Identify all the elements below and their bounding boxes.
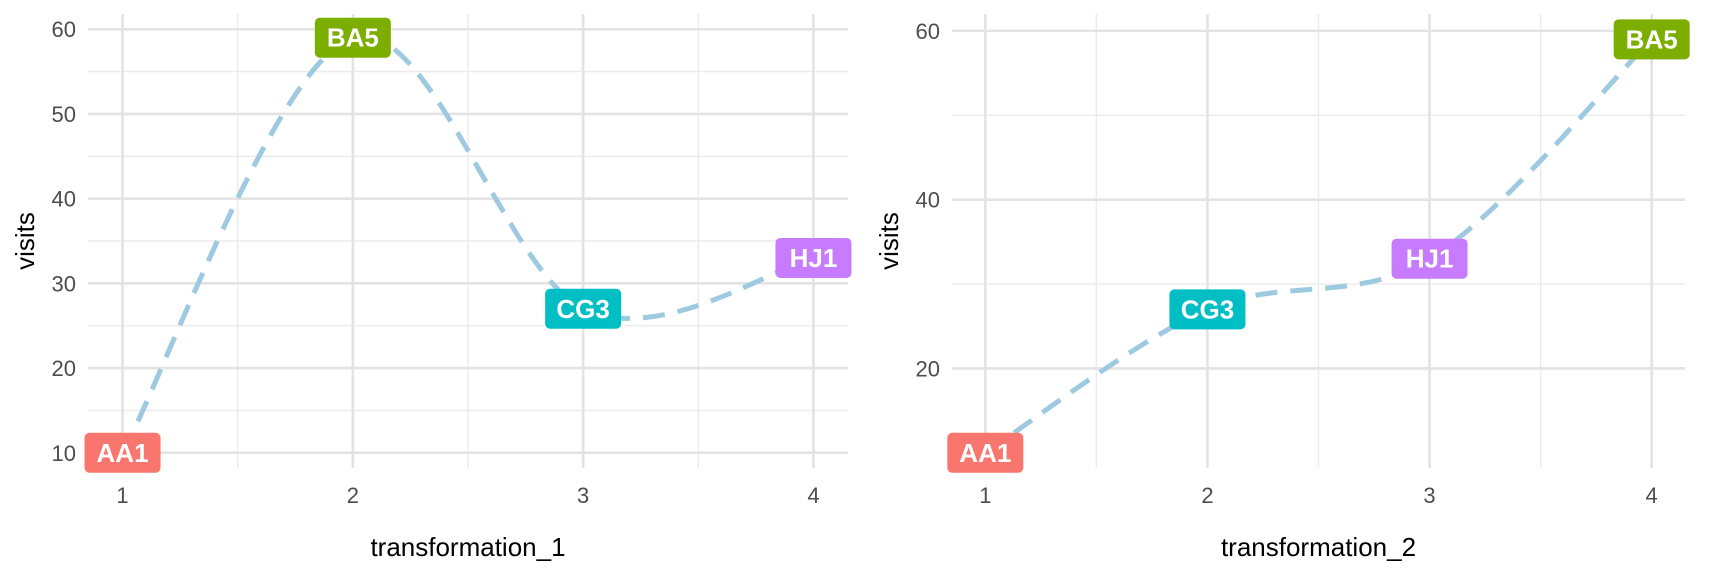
- y-tick-label: 30: [52, 271, 76, 296]
- x-tick-label: 1: [979, 483, 991, 508]
- point-label-text: CG3: [1181, 294, 1234, 324]
- point-label-cg3: CG3: [545, 288, 622, 329]
- y-tick-label: 20: [52, 356, 76, 381]
- x-axis-title: transformation_1: [370, 532, 565, 562]
- x-tick-label: 3: [577, 483, 589, 508]
- point-label-box: [1613, 19, 1690, 60]
- y-tick-label: 60: [916, 19, 940, 44]
- y-tick-label: 20: [916, 356, 940, 381]
- y-tick-label: 40: [52, 187, 76, 212]
- panel-1: 1 2 3 4 10 20 30 40 50 60 transformation_1 visits AA…: [10, 14, 852, 562]
- point-label-text: AA1: [97, 438, 149, 468]
- point-label-box: [545, 288, 622, 329]
- y-tick-label: 60: [52, 17, 76, 42]
- point-label-cg3: CG3: [1169, 289, 1246, 330]
- point-label-aa1: AA1: [947, 432, 1024, 473]
- point-label-ba5: BA5: [314, 17, 391, 58]
- point-label-text: HJ1: [1406, 244, 1454, 274]
- x-tick-label: 4: [807, 483, 819, 508]
- x-tick-label: 2: [1201, 483, 1213, 508]
- x-tick-label: 1: [116, 483, 128, 508]
- point-label-text: CG3: [556, 294, 609, 324]
- point-label-box: [775, 237, 852, 278]
- series-line: [120, 33, 815, 454]
- point-label-hj1: HJ1: [775, 237, 852, 278]
- point-label-box: [1169, 289, 1246, 330]
- point-label-box: [947, 432, 1024, 473]
- point-label-box: [314, 17, 391, 58]
- panel-1-grid: [88, 14, 848, 468]
- y-axis-title: visits: [874, 212, 904, 270]
- y-tick-label: 50: [52, 102, 76, 127]
- point-label-text: BA5: [1626, 24, 1678, 54]
- point-label-box: [1391, 238, 1468, 279]
- x-tick-label: 4: [1646, 483, 1658, 508]
- point-label-hj1: HJ1: [1391, 238, 1468, 279]
- x-tick-label: 2: [347, 483, 359, 508]
- point-label-ba5: BA5: [1613, 19, 1690, 60]
- point-label-aa1: AA1: [84, 432, 161, 473]
- y-axis-title: visits: [10, 212, 40, 270]
- series-line: [983, 37, 1654, 455]
- y-tick-label: 10: [52, 441, 76, 466]
- panel-2: 1 2 3 4 20 40 60 transformation_2 visits AA1 CG3 HJ…: [874, 14, 1690, 562]
- panel-2-grid: [952, 14, 1685, 468]
- point-label-box: [84, 432, 161, 473]
- x-axis-title: transformation_2: [1221, 532, 1416, 562]
- point-label-text: HJ1: [790, 243, 838, 273]
- point-label-text: AA1: [959, 438, 1011, 468]
- y-tick-label: 40: [916, 188, 940, 213]
- x-tick-label: 3: [1423, 483, 1435, 508]
- point-label-text: BA5: [327, 23, 379, 53]
